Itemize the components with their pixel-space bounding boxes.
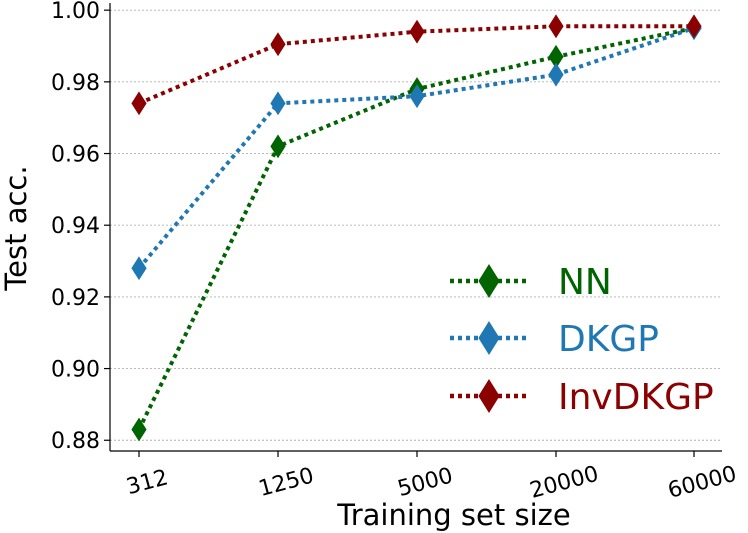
y-tick-label: 0.90 [51, 358, 100, 383]
data-point [548, 14, 564, 39]
data-point [270, 91, 286, 116]
legend-marker [478, 264, 500, 298]
grid-lines [110, 9, 722, 441]
data-point [270, 32, 286, 57]
y-tick-label: 1.00 [51, 0, 100, 24]
legend-marker [478, 321, 500, 355]
data-point [686, 14, 702, 39]
y-tick-label: 0.88 [51, 429, 100, 454]
data-point [409, 84, 425, 109]
legend-label: InvDKGP [558, 377, 714, 418]
legend-item-nn: NN [450, 262, 612, 303]
x-tick-label: 1250 [256, 463, 317, 502]
data-point [270, 134, 286, 159]
data-point [409, 19, 425, 44]
y-tick-label: 0.94 [51, 214, 100, 239]
legend-item-dkgp: DKGP [450, 319, 659, 360]
x-axis-title: Training set size [336, 498, 570, 532]
legend-label: DKGP [558, 319, 659, 360]
data-point [131, 256, 147, 281]
data-point [548, 62, 564, 87]
x-tick-label: 5000 [395, 463, 456, 502]
series-dkgp [131, 16, 702, 281]
x-tick-label: 60000 [665, 462, 739, 504]
y-tick-labels: 0.88 0.90 0.92 0.94 0.96 0.98 1.00 [51, 0, 100, 454]
y-tick-label: 0.98 [51, 71, 100, 96]
x-tick-label: 312 [124, 465, 171, 500]
data-point [131, 417, 147, 442]
series-layer [131, 14, 702, 442]
y-tick-label: 0.92 [51, 286, 100, 311]
axes [104, 3, 722, 457]
series-invdkgp [131, 14, 702, 116]
legend-marker [478, 379, 500, 413]
legend-item-invdkgp: InvDKGP [450, 377, 714, 418]
legend-label: NN [558, 262, 612, 303]
y-tick-label: 0.96 [51, 143, 100, 168]
data-point [131, 91, 147, 116]
series-line [137, 26, 695, 270]
y-axis-title: Test acc. [0, 165, 33, 291]
legend: NN DKGP InvDKGP [450, 262, 714, 418]
